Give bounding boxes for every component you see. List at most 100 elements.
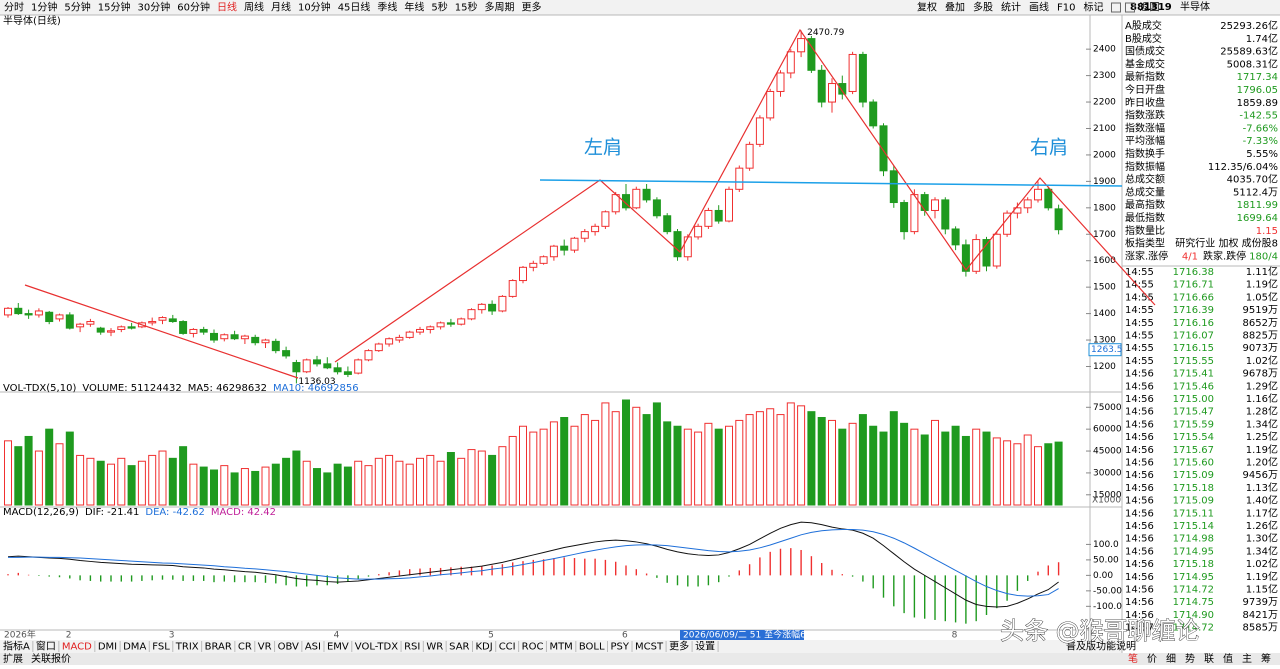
tool-button[interactable]: 标记 <box>1083 2 1103 14</box>
tick-volume: 1.11亿 <box>1246 265 1278 278</box>
back-button[interactable]: 返回 <box>1139 2 1159 14</box>
period-button[interactable]: 季线 <box>377 1 397 14</box>
period-button[interactable]: 1分钟 <box>31 1 57 14</box>
tool-button[interactable]: 统计 <box>1001 1 1021 14</box>
tick-volume: 1.15亿 <box>1246 583 1278 596</box>
indicator-tab[interactable]: PSY <box>611 642 630 653</box>
tool-button[interactable]: 多股 <box>973 1 993 14</box>
indicator-tab[interactable]: BRAR <box>205 642 232 653</box>
settings-icon[interactable] <box>1110 2 1121 13</box>
quote-value: 1717.34 <box>1237 72 1278 83</box>
tick-price: 1716.39 <box>1173 305 1214 316</box>
period-button[interactable]: 分时 <box>4 2 24 14</box>
tick-volume: 1.13亿 <box>1246 481 1278 494</box>
indicator-tab[interactable]: EMV <box>327 642 349 653</box>
candle-body <box>673 231 682 258</box>
period-button[interactable]: 月线 <box>271 1 291 14</box>
footer-button[interactable]: 扩展 <box>3 652 23 665</box>
quote-label: 最低指数 <box>1125 211 1165 224</box>
indicator-tab[interactable]: OBV <box>278 642 299 653</box>
quote-value: 25589.63亿 <box>1220 45 1278 58</box>
period-button[interactable]: 10分钟 <box>298 1 331 14</box>
tool-button[interactable]: 复权 <box>917 1 937 14</box>
period-button[interactable]: 日线 <box>217 1 237 14</box>
tick-price: 1715.09 <box>1173 496 1214 507</box>
footer-tool[interactable]: 笔 <box>1128 652 1138 665</box>
tick-time: 14:56 <box>1125 572 1154 583</box>
indicator-tab[interactable]: VOL-TDX <box>355 642 398 653</box>
indicator-tab[interactable]: SAR <box>449 642 469 653</box>
indicator-tab[interactable]: FSL <box>152 642 170 653</box>
tick-price: 1716.38 <box>1173 267 1214 278</box>
tool-button[interactable]: 叠加 <box>945 2 965 14</box>
footer-tool[interactable]: 联 <box>1204 653 1214 665</box>
indicator-tab[interactable]: KDJ <box>475 642 492 653</box>
indicator-tab[interactable]: 更多 <box>669 640 689 653</box>
footer-tool[interactable]: 值 <box>1223 652 1233 665</box>
candle-body <box>55 314 64 320</box>
period-button[interactable]: 周线 <box>244 1 264 14</box>
candle-body <box>395 336 404 341</box>
volume-bar <box>302 460 311 506</box>
volume-bar <box>1044 443 1053 506</box>
indicator-tab[interactable]: 窗口 <box>36 640 56 653</box>
indicator-tab[interactable]: MTM <box>549 642 572 653</box>
footer-tool[interactable]: 主 <box>1242 653 1252 665</box>
indicator-tab[interactable]: VR <box>258 642 272 653</box>
volume-bar <box>725 425 733 506</box>
indicator-tab[interactable]: TRIX <box>175 642 199 653</box>
indicator-tab[interactable]: MCST <box>635 642 664 653</box>
volume-bar <box>65 431 74 506</box>
collapse-icon[interactable] <box>1124 2 1135 13</box>
period-button[interactable]: 30分钟 <box>137 1 170 14</box>
help-link[interactable]: 普及版功能说明 <box>1066 640 1136 653</box>
volume-bar <box>446 452 455 506</box>
indicator-tab[interactable]: 指标A <box>3 640 30 653</box>
indicator-tab[interactable]: CCI <box>499 642 516 653</box>
tick-volume: 9678万 <box>1243 369 1278 380</box>
period-button[interactable]: 45日线 <box>338 1 371 14</box>
period-button[interactable]: 多周期 <box>485 1 515 14</box>
indicator-tab[interactable]: ROC <box>522 642 544 653</box>
candle-body <box>261 339 270 344</box>
volume-bar <box>24 435 33 506</box>
volume-bar <box>776 414 785 506</box>
period-button[interactable]: 15秒 <box>455 1 478 14</box>
footer-tool[interactable]: 势 <box>1185 652 1195 665</box>
period-button[interactable]: 5秒 <box>431 1 447 14</box>
indicator-header: MACD: 42.42 <box>211 507 276 518</box>
period-button[interactable]: 年线 <box>404 1 424 14</box>
indicator-tab[interactable]: BOLL <box>579 642 605 653</box>
indicator-tab[interactable]: MACD <box>62 642 92 653</box>
indicator-tab[interactable]: DMA <box>123 642 146 653</box>
indicator-tab[interactable]: ASI <box>305 642 321 653</box>
quote-label: 基金成交 <box>1125 57 1165 70</box>
indicator-tab[interactable]: CR <box>238 642 252 653</box>
tick-volume: 1.34亿 <box>1246 417 1278 430</box>
volume-bar <box>354 460 363 506</box>
y-tick-label: 2300 <box>1093 71 1116 81</box>
candle-body <box>652 199 661 217</box>
footer-button[interactable]: 关联报价 <box>31 652 71 665</box>
footer-tool[interactable]: 筹 <box>1261 652 1271 665</box>
y-tick-label: 1600 <box>1093 256 1116 266</box>
candle-body <box>817 69 826 103</box>
period-button[interactable]: 5分钟 <box>64 1 90 14</box>
indicator-tab[interactable]: WR <box>426 642 443 653</box>
footer-tool[interactable]: 细 <box>1166 652 1176 665</box>
tick-volume: 1.29亿 <box>1246 379 1278 392</box>
candle-body <box>683 236 692 258</box>
volume-bar <box>395 460 404 506</box>
period-button[interactable]: 15分钟 <box>98 1 131 14</box>
footer-tool[interactable]: 价 <box>1147 653 1157 665</box>
tool-button[interactable]: 画线 <box>1029 1 1049 14</box>
tool-button[interactable]: F10 <box>1057 3 1075 14</box>
period-button[interactable]: 60分钟 <box>177 1 210 14</box>
candle-body <box>86 321 95 325</box>
indicator-tab[interactable]: RSI <box>404 642 420 653</box>
indicator-tab[interactable]: DMI <box>98 642 117 653</box>
indicator-tab[interactable]: 设置 <box>695 641 715 653</box>
candle-body <box>323 363 332 369</box>
period-button[interactable]: 更多 <box>522 1 542 14</box>
tick-volume: 9456万 <box>1243 470 1278 481</box>
